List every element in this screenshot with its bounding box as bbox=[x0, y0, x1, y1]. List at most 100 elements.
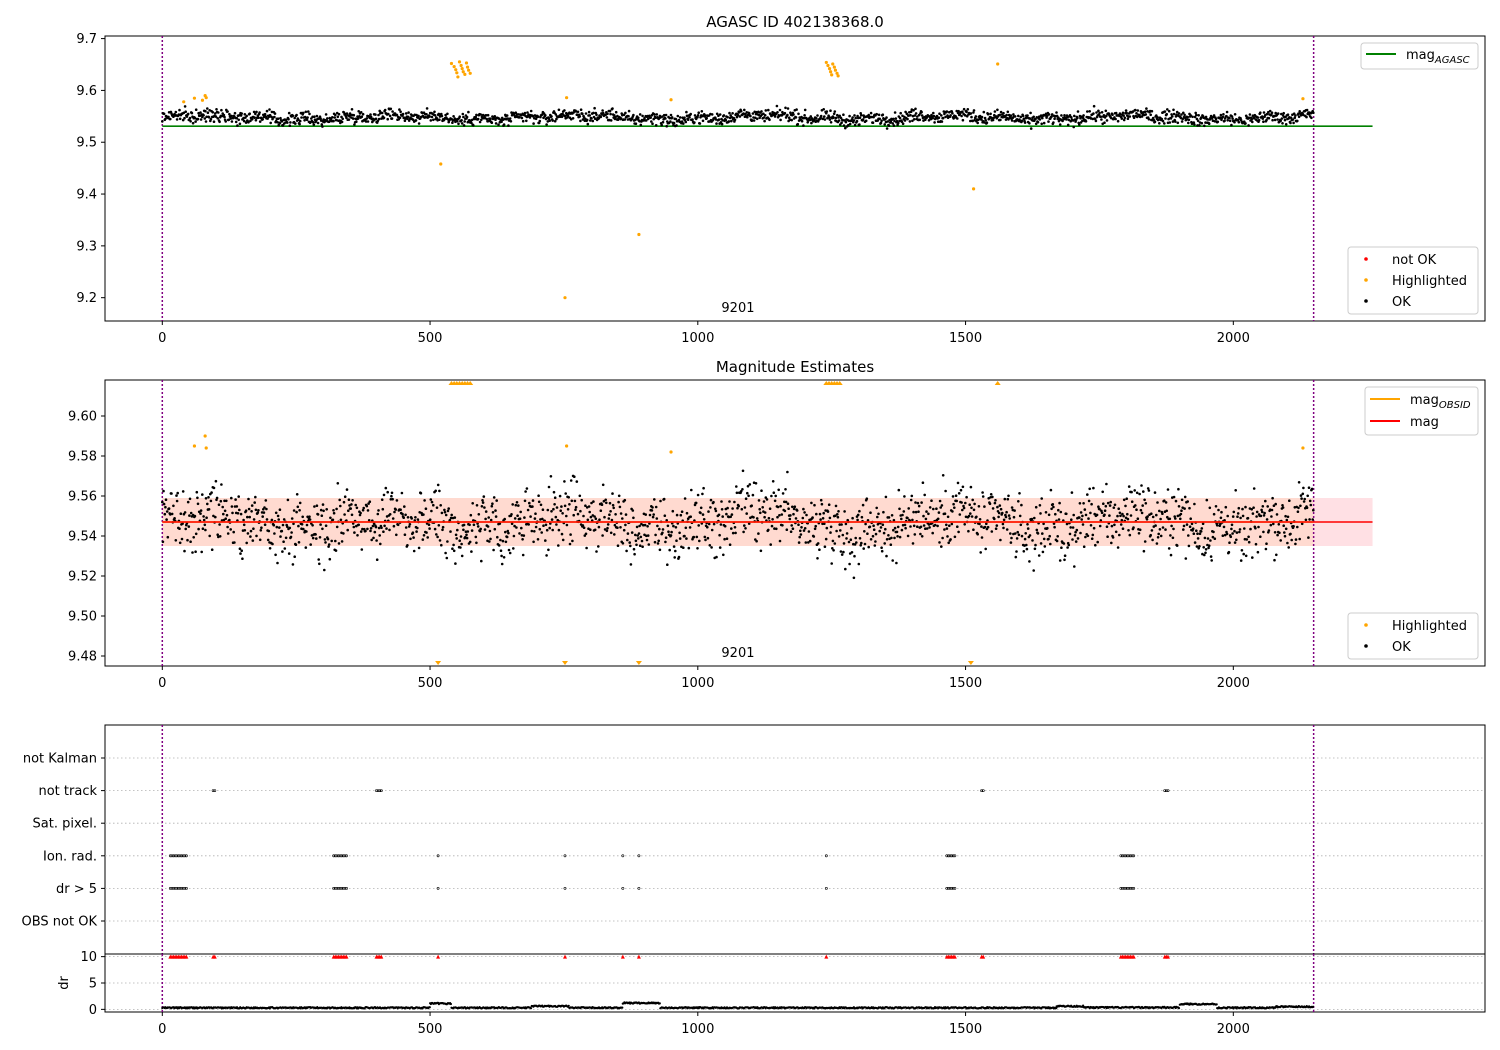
ok-point bbox=[715, 112, 719, 116]
ok-point bbox=[240, 112, 243, 115]
ok-point bbox=[374, 117, 378, 121]
ok-point bbox=[1039, 512, 1042, 515]
ok-point bbox=[890, 514, 894, 517]
ok-point bbox=[502, 123, 506, 126]
ok-point bbox=[1010, 506, 1014, 509]
ok-point bbox=[1267, 116, 1271, 120]
ok-point bbox=[1071, 526, 1075, 529]
ok-point bbox=[376, 512, 380, 516]
ok-point bbox=[250, 504, 254, 507]
ok-point bbox=[975, 515, 978, 519]
ok-point bbox=[1094, 543, 1097, 547]
ok-point bbox=[265, 518, 269, 521]
flag-marker bbox=[436, 887, 440, 890]
ok-point bbox=[827, 115, 831, 119]
ok-point bbox=[181, 490, 185, 493]
ok-point bbox=[1187, 118, 1191, 122]
ok-point bbox=[972, 109, 976, 112]
ok-point bbox=[181, 522, 184, 525]
ok-point bbox=[193, 514, 197, 518]
ok-point bbox=[1042, 537, 1046, 541]
ok-point bbox=[834, 504, 838, 508]
flag-marker bbox=[1127, 854, 1131, 858]
ok-point bbox=[1135, 508, 1138, 512]
ok-point bbox=[361, 508, 365, 512]
ok-point bbox=[919, 532, 922, 536]
ok-point bbox=[1284, 123, 1288, 126]
ok-point bbox=[593, 117, 597, 120]
ok-point bbox=[241, 557, 244, 560]
ok-point bbox=[1165, 112, 1168, 116]
ok-point bbox=[555, 523, 558, 526]
ok-point bbox=[355, 120, 358, 123]
ok-point bbox=[357, 110, 361, 113]
ok-point bbox=[778, 108, 782, 112]
ok-point bbox=[1066, 546, 1069, 549]
ok-point bbox=[743, 524, 746, 527]
ok-point bbox=[749, 114, 752, 118]
ok-point bbox=[433, 114, 437, 117]
highlighted-point bbox=[457, 60, 462, 64]
ok-point bbox=[752, 119, 756, 122]
ok-point bbox=[1062, 519, 1065, 522]
ok-point bbox=[691, 118, 694, 121]
ok-point bbox=[839, 116, 843, 120]
ok-point bbox=[1004, 515, 1008, 519]
ok-point bbox=[390, 494, 393, 498]
ok-point bbox=[1168, 121, 1172, 124]
ok-point bbox=[404, 112, 408, 115]
ok-point bbox=[1299, 494, 1303, 497]
ok-point bbox=[1104, 109, 1108, 113]
highlighted-point bbox=[829, 70, 833, 74]
ok-point bbox=[792, 113, 795, 116]
ok-point bbox=[487, 516, 491, 519]
ok-point bbox=[1233, 120, 1236, 124]
flag-marker bbox=[1124, 854, 1128, 858]
ok-point bbox=[832, 112, 836, 116]
ok-point bbox=[819, 498, 823, 502]
ok-point bbox=[1282, 524, 1285, 527]
ok-point bbox=[853, 543, 857, 546]
ok-point bbox=[733, 526, 737, 529]
ok-point bbox=[899, 111, 902, 115]
ok-point bbox=[1175, 110, 1179, 114]
ok-point bbox=[1263, 511, 1266, 515]
ok-point bbox=[395, 113, 399, 117]
ok-point bbox=[1078, 516, 1081, 519]
ok-point bbox=[1188, 506, 1191, 510]
ok-point bbox=[472, 523, 476, 527]
ok-point bbox=[809, 115, 813, 118]
ok-point bbox=[1271, 118, 1274, 122]
ok-point bbox=[1205, 498, 1209, 502]
ok-point bbox=[436, 535, 439, 539]
ok-point bbox=[1128, 533, 1132, 537]
ok-point bbox=[459, 546, 462, 549]
ok-point bbox=[523, 111, 527, 115]
ok-point bbox=[1242, 552, 1245, 556]
ok-point bbox=[1277, 523, 1281, 526]
ok-point bbox=[471, 502, 475, 505]
ok-point bbox=[632, 113, 635, 117]
ok-point bbox=[1026, 114, 1029, 117]
dr-point bbox=[428, 1006, 431, 1009]
ok-point bbox=[609, 531, 613, 535]
ok-point bbox=[242, 119, 246, 123]
ok-point bbox=[908, 120, 912, 123]
flag-marker bbox=[183, 887, 187, 890]
flag-marker bbox=[948, 887, 952, 890]
ok-point bbox=[1309, 503, 1313, 507]
ok-point bbox=[739, 109, 743, 113]
ok-point bbox=[974, 115, 978, 118]
ok-point bbox=[1143, 540, 1147, 543]
ok-point bbox=[278, 121, 282, 125]
ok-point bbox=[439, 504, 443, 507]
ok-point bbox=[678, 531, 681, 535]
ok-point bbox=[462, 124, 466, 127]
ok-point bbox=[996, 505, 999, 509]
ok-point bbox=[823, 118, 827, 121]
highlighted-point bbox=[192, 96, 197, 100]
ok-point bbox=[834, 514, 837, 517]
ok-point bbox=[850, 551, 854, 554]
ok-point bbox=[703, 535, 707, 539]
ok-point bbox=[800, 526, 803, 529]
